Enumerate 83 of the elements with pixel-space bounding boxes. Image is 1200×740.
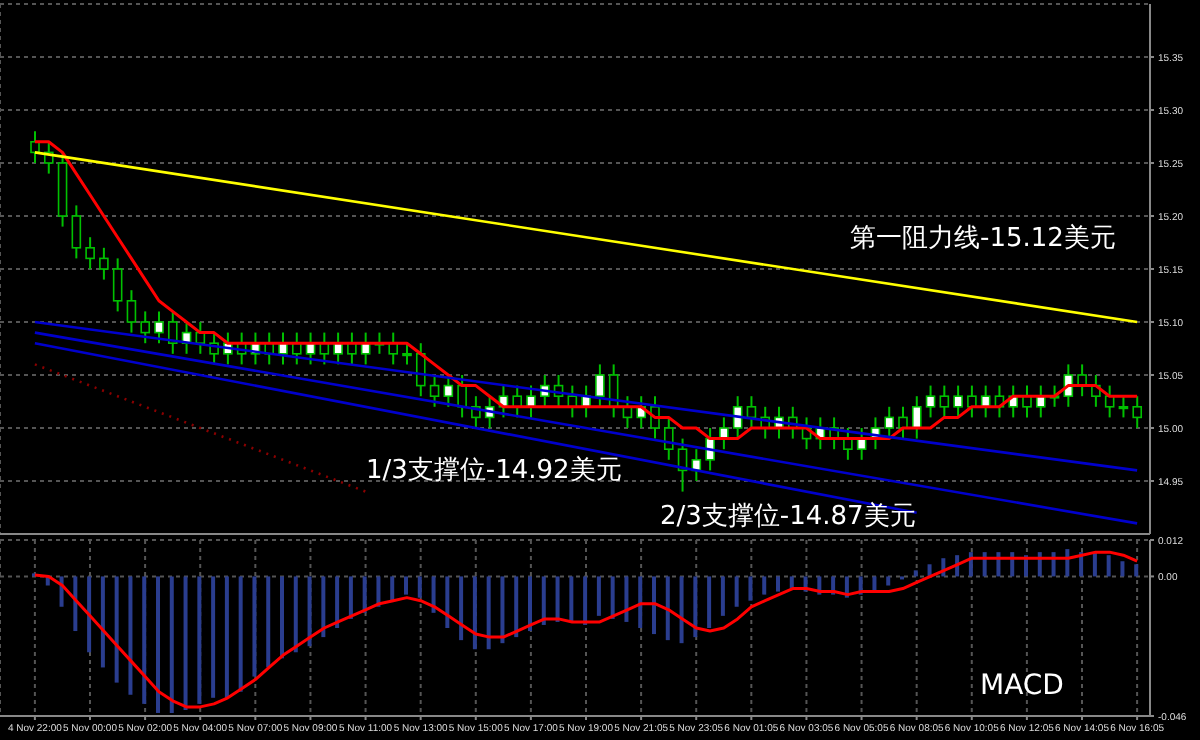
bar xyxy=(321,576,326,638)
candlestick xyxy=(1118,395,1129,419)
bar xyxy=(224,576,229,698)
bar xyxy=(679,576,684,644)
bar xyxy=(528,576,532,632)
bar xyxy=(693,576,698,638)
bar xyxy=(886,576,891,586)
candlestick xyxy=(112,257,123,313)
bar xyxy=(762,576,767,595)
bar xyxy=(87,576,92,653)
bar xyxy=(362,576,367,613)
bar xyxy=(776,576,780,592)
bar xyxy=(183,576,188,710)
bar xyxy=(142,576,147,704)
bar xyxy=(431,576,436,613)
bar xyxy=(404,576,408,595)
candlestick xyxy=(71,204,82,260)
bar xyxy=(280,576,284,659)
candlestick xyxy=(99,246,109,281)
candlestick xyxy=(167,310,178,355)
bar xyxy=(169,576,174,713)
bar xyxy=(500,576,505,644)
bar xyxy=(417,576,422,598)
annotation: 2/3支撑位-14.87美元 xyxy=(660,502,916,533)
bar xyxy=(734,576,739,607)
candlestick xyxy=(443,374,454,408)
candlestick xyxy=(1132,395,1143,429)
annotation: MACD xyxy=(980,670,1064,703)
bar xyxy=(252,576,257,677)
bar xyxy=(638,576,643,628)
bar xyxy=(1120,561,1125,577)
candlestick xyxy=(126,289,137,334)
line-series xyxy=(33,550,1139,709)
bar xyxy=(211,576,216,698)
bar xyxy=(238,576,243,692)
bar xyxy=(486,576,491,650)
bar xyxy=(569,576,574,622)
annotation: 1/3支撑位-14.92美元 xyxy=(366,456,622,487)
candlestick xyxy=(925,384,936,419)
bar xyxy=(445,576,450,628)
bar xyxy=(472,576,477,650)
candlestick xyxy=(402,342,412,366)
candlestick xyxy=(911,395,922,440)
bar xyxy=(128,576,133,695)
bar xyxy=(555,576,560,622)
bar xyxy=(624,576,629,622)
bar xyxy=(913,570,918,577)
candlestick xyxy=(154,310,164,345)
bar xyxy=(156,576,160,713)
bar xyxy=(541,576,546,625)
annotation: 第一阻力线-15.12美元 xyxy=(850,224,1116,255)
bar xyxy=(1134,564,1139,577)
bar xyxy=(459,576,464,641)
candlestick xyxy=(967,384,977,419)
bar xyxy=(720,576,725,616)
bar xyxy=(266,576,271,668)
bar xyxy=(1106,555,1111,577)
candlestick xyxy=(85,236,95,270)
bar xyxy=(514,576,519,638)
candlestick xyxy=(939,384,950,419)
bar xyxy=(307,576,312,647)
bar xyxy=(652,576,656,635)
bar xyxy=(1092,552,1097,577)
candlestick xyxy=(898,405,908,440)
bar xyxy=(73,576,78,632)
bar xyxy=(665,576,670,641)
bar xyxy=(596,576,601,616)
bar xyxy=(114,576,119,683)
bar xyxy=(748,576,753,601)
bar xyxy=(707,576,712,628)
bar xyxy=(100,576,105,668)
bar xyxy=(197,576,202,704)
bar xyxy=(390,576,395,601)
candlestick xyxy=(595,363,605,408)
bar xyxy=(293,576,298,653)
candlestick xyxy=(429,374,440,408)
candlestick xyxy=(953,384,963,419)
candlestick xyxy=(140,310,151,345)
bar xyxy=(583,576,588,625)
bar xyxy=(610,576,615,619)
candlestick xyxy=(884,405,895,440)
bar xyxy=(335,576,340,628)
bar xyxy=(348,576,353,619)
